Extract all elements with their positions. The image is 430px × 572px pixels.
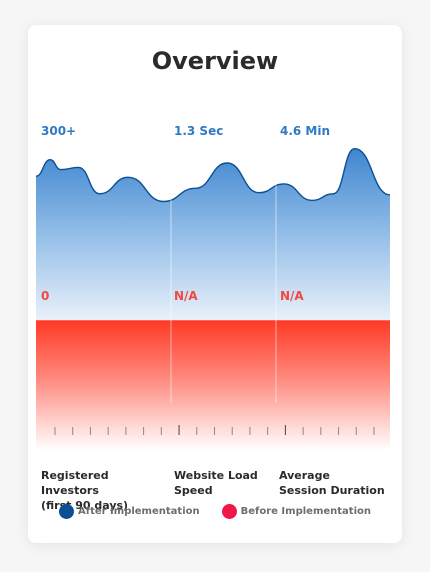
category-label-load-speed: Website Load Speed [174, 468, 284, 498]
category-label-session-duration-line1: Average [279, 469, 330, 482]
after-value-investors: 300+ [41, 124, 77, 138]
after-value-load-speed: 1.3 Sec [174, 124, 224, 138]
before-value-investors: 0 [41, 289, 50, 303]
legend-item-after[interactable]: After Implementation [58, 504, 200, 519]
category-label-investors-line1: Registered Investors [41, 469, 109, 497]
after-value-session-duration: 4.6 Min [280, 124, 331, 138]
before-value-session-duration: N/A [280, 289, 304, 303]
chart-legend: After Implementation Before Implementati… [28, 504, 402, 519]
legend-swatch-after [58, 504, 74, 519]
overview-area-chart [35, 125, 391, 450]
chart-title: Overview [151, 47, 279, 75]
legend-label-after: After Implementation [77, 506, 200, 517]
legend-item-before[interactable]: Before Implementation [221, 504, 371, 519]
before-value-load-speed: N/A [174, 289, 198, 303]
after-area-line [35, 147, 391, 203]
overview-card: Overview 300+ 1.3 Sec 4.6 Min 0 N/A N/A … [28, 25, 402, 543]
category-label-session-duration: Average Session Duration [279, 468, 389, 498]
category-label-session-duration-line2: Session Duration [279, 484, 385, 497]
legend-label-before: Before Implementation [240, 506, 371, 517]
category-label-load-speed-line1: Website Load [174, 469, 258, 482]
legend-swatch-before [221, 504, 237, 519]
category-label-load-speed-line2: Speed [174, 484, 213, 497]
before-area-fill [36, 321, 390, 450]
after-area-fill [36, 148, 390, 321]
